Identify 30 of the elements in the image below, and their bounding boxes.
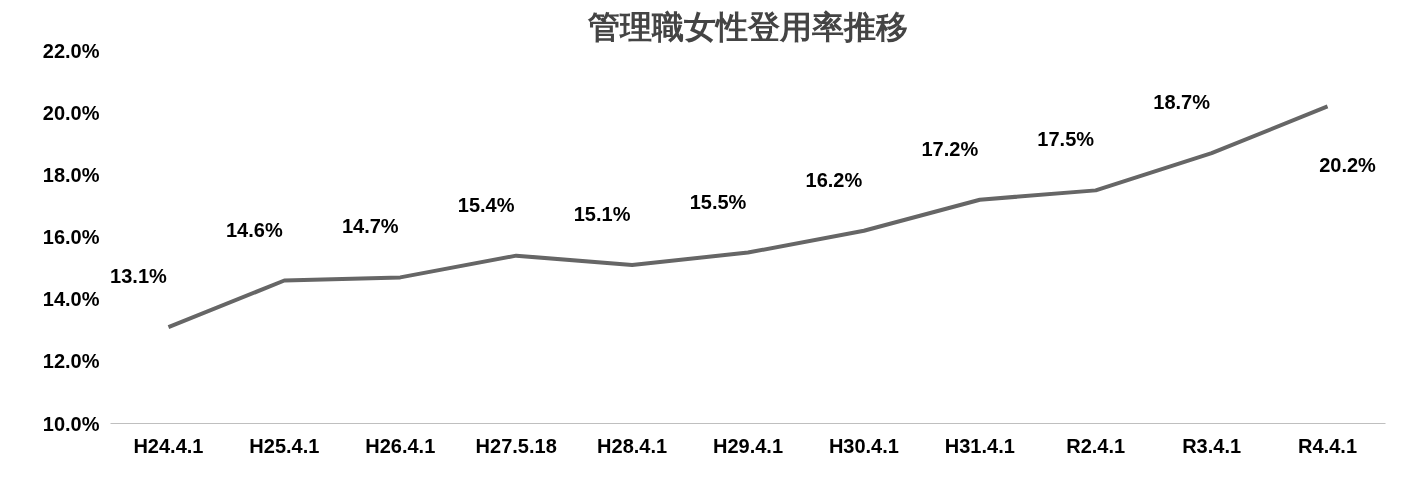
data-label: 20.2% [1319, 154, 1377, 177]
y-tick-label: 14.0% [42, 288, 100, 311]
data-label: 15.4% [457, 193, 515, 216]
data-label: 14.6% [226, 218, 283, 241]
data-label: 14.7% [341, 215, 399, 238]
x-tick-label: H26.4.1 [365, 434, 436, 457]
data-label: 17.2% [921, 137, 979, 160]
x-tick-label: H29.4.1 [712, 434, 784, 457]
y-tick-label: 18.0% [42, 163, 100, 186]
data-label: 15.5% [689, 190, 747, 213]
y-tick-label: 22.0% [42, 39, 100, 62]
y-tick-label: 12.0% [42, 350, 100, 373]
x-tick-label: R2.4.1 [1066, 434, 1126, 457]
x-tick-label: R4.4.1 [1298, 434, 1358, 457]
data-label: 15.1% [573, 202, 631, 225]
x-tick-label: R3.4.1 [1182, 434, 1242, 457]
chart-title: 管理職女性登用率推移 [587, 7, 908, 46]
y-tick-label: 20.0% [42, 101, 100, 124]
x-tick-label: H30.4.1 [828, 434, 899, 457]
y-tick-label: 16.0% [42, 226, 100, 248]
y-tick-label: 10.0% [42, 412, 100, 435]
x-tick-label: H24.4.1 [133, 434, 204, 457]
data-label: 13.1% [110, 265, 168, 288]
x-tick-label: H25.4.1 [249, 434, 320, 457]
x-tick-label: H27.5.18 [475, 434, 557, 457]
x-tick-label: H31.4.1 [944, 434, 1015, 457]
data-label: 17.5% [1037, 128, 1095, 151]
x-tick-label: H28.4.1 [597, 434, 668, 457]
data-label: 16.2% [805, 168, 863, 191]
data-label: 18.7% [1153, 91, 1211, 114]
